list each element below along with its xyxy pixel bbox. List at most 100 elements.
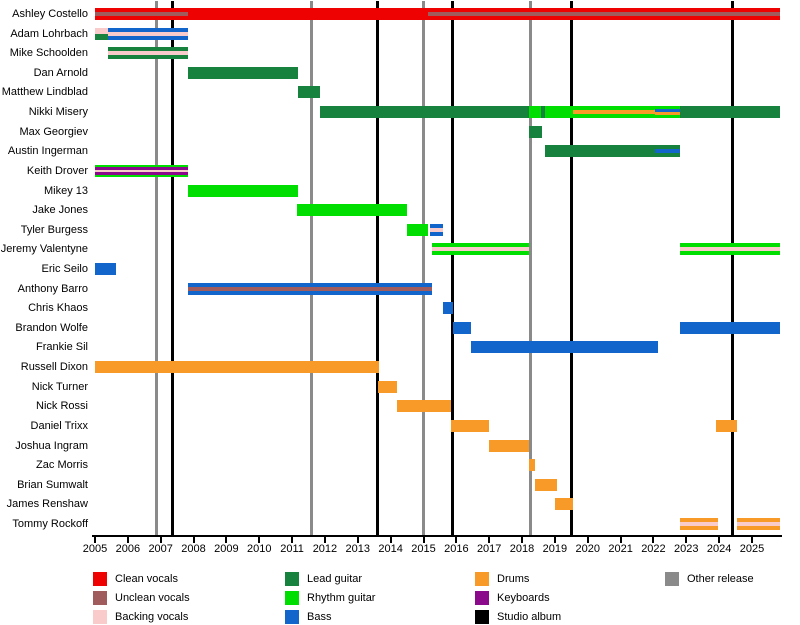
bar-layer-unclean-vocals xyxy=(187,286,432,291)
member-bar-segment xyxy=(108,27,188,40)
member-label: Matthew Lindblad xyxy=(1,86,88,99)
bar-layer-lead-guitar xyxy=(679,106,780,119)
legend-label: Bass xyxy=(307,611,332,623)
bar-layer-clean-vocals xyxy=(427,8,780,12)
member-bar-segment xyxy=(554,498,573,511)
member-bar-segment xyxy=(453,321,472,334)
x-axis-tick-label: 2025 xyxy=(739,543,765,555)
member-bar-segment xyxy=(451,419,490,432)
member-bar-segment xyxy=(187,66,298,79)
bar-layer-backing-vocals xyxy=(679,521,719,526)
member-label: Dan Arnold xyxy=(33,66,88,79)
member-bar-segment xyxy=(95,361,380,374)
x-axis-tick xyxy=(718,537,721,543)
bar-layer-backing-vocals xyxy=(108,31,188,36)
x-axis-tick-label: 2013 xyxy=(345,543,371,555)
legend-label: Backing vocals xyxy=(115,611,189,623)
member-bar-segment xyxy=(737,517,780,530)
member-label: Mike Schoolden xyxy=(9,47,88,60)
bar-layer-backing-vocals xyxy=(737,521,780,526)
bar-layer-bass xyxy=(430,223,444,228)
bar-layer-rhythm-guitar xyxy=(407,223,429,236)
legend-label: Drums xyxy=(497,573,530,585)
member-label: Tommy Rockoff xyxy=(12,517,88,530)
bar-layer-bass xyxy=(655,149,680,154)
bar-layer-rhythm-guitar xyxy=(655,115,680,119)
bar-layer-bass xyxy=(187,290,432,295)
x-axis-tick xyxy=(553,537,556,543)
member-bar-segment xyxy=(655,145,680,158)
x-axis-tick xyxy=(94,537,96,543)
bar-layer-drums xyxy=(489,439,529,452)
bar-layer-rhythm-guitar xyxy=(679,243,780,248)
legend-label: Keyboards xyxy=(497,592,550,604)
x-axis-tick-label: 2007 xyxy=(148,543,173,555)
member-label: Nikki Misery xyxy=(28,106,88,119)
legend-swatch xyxy=(475,610,489,624)
member-label: Max Georgiev xyxy=(19,125,88,138)
member-bar-segment xyxy=(679,243,780,256)
member-bar-segment xyxy=(655,106,680,119)
bar-layer-drums xyxy=(655,112,680,116)
member-label: Joshua Ingram xyxy=(15,439,88,452)
member-label: Zac Morris xyxy=(36,459,88,472)
member-label: James Renshaw xyxy=(6,498,88,511)
x-axis-tick xyxy=(225,537,228,543)
member-bar-segment xyxy=(95,262,117,275)
bar-layer-rhythm-guitar xyxy=(572,106,656,111)
legend-label: Studio album xyxy=(497,611,562,623)
member-bar-segment xyxy=(108,47,188,60)
x-axis-tick xyxy=(126,537,129,543)
x-axis-tick xyxy=(619,537,622,543)
bar-layer-drums xyxy=(451,419,490,432)
bar-layer-rhythm-guitar xyxy=(95,174,188,177)
legend-swatch xyxy=(475,572,489,586)
x-axis-tick xyxy=(455,537,458,543)
x-axis-tick-label: 2015 xyxy=(411,543,436,555)
legend-label: Unclean vocals xyxy=(115,592,190,604)
member-label: Jeremy Valentyne xyxy=(0,243,88,256)
bar-layer-bass xyxy=(108,35,188,40)
x-axis-tick xyxy=(652,537,655,543)
member-bar-segment xyxy=(95,27,109,40)
bar-layer-bass xyxy=(187,282,432,287)
legend-swatch xyxy=(285,610,299,624)
x-axis-tick-label: 2006 xyxy=(115,543,141,555)
bar-layer-rhythm-guitar xyxy=(655,106,680,110)
member-label: Mikey 13 xyxy=(43,184,88,197)
release-line-studio-album xyxy=(730,1,734,535)
bar-layer-drums xyxy=(679,517,719,522)
x-axis-tick-label: 2019 xyxy=(542,543,568,555)
bar-layer-lead-guitar xyxy=(528,125,542,138)
member-label: Nick Rossi xyxy=(36,400,88,413)
bar-layer-drums xyxy=(737,517,780,522)
member-label: Frankie Sil xyxy=(36,341,88,354)
member-label: Adam Lohrbach xyxy=(10,27,88,40)
x-axis-tick xyxy=(159,537,162,543)
member-bar-segment xyxy=(427,8,780,20)
x-axis-tick-label: 2012 xyxy=(312,543,338,555)
bar-layer-bass xyxy=(453,321,472,334)
bar-layer-bass xyxy=(443,302,454,315)
legend-swatch xyxy=(285,572,299,586)
bar-layer-unclean-vocals xyxy=(427,12,780,16)
x-axis-tick xyxy=(258,537,261,543)
member-bar-segment xyxy=(679,321,780,334)
release-line-studio-album xyxy=(376,1,379,535)
x-axis-tick-label: 2024 xyxy=(706,543,732,555)
x-axis-tick xyxy=(356,537,359,543)
x-axis-tick-label: 2014 xyxy=(378,543,403,555)
x-axis-tick xyxy=(586,537,589,543)
member-bar-segment xyxy=(541,106,546,119)
x-axis-tick xyxy=(192,537,195,543)
x-axis-tick xyxy=(291,537,294,543)
x-axis-tick xyxy=(323,537,326,543)
member-label: Austin Ingerman xyxy=(7,145,88,158)
release-line-other-release xyxy=(528,1,532,535)
member-bar-segment xyxy=(528,459,536,472)
member-label: Nick Turner xyxy=(31,380,88,393)
member-bar-segment xyxy=(431,243,529,256)
bar-layer-bass xyxy=(108,27,188,32)
member-bar-segment xyxy=(298,86,320,99)
bar-layer-rhythm-guitar xyxy=(431,243,529,248)
